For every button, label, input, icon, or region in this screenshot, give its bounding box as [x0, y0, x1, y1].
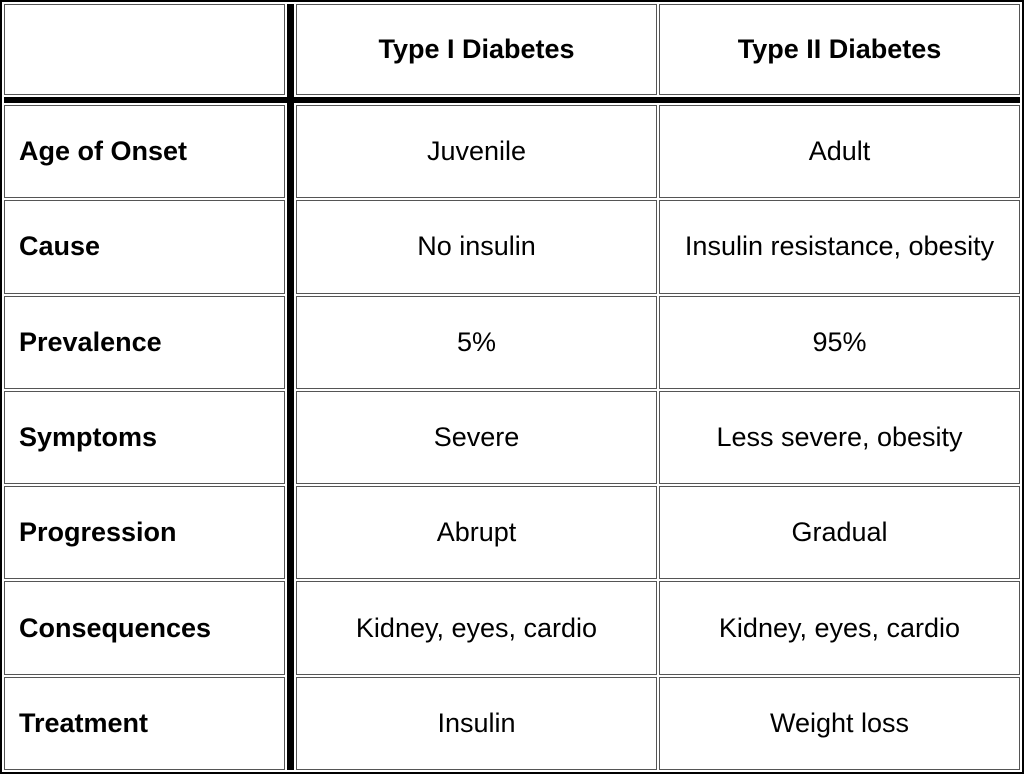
divider-vertical [287, 4, 294, 770]
table-cell: Kidney, eyes, cardio [296, 581, 657, 675]
row-header: Age of Onset [4, 105, 285, 199]
row-header: Consequences [4, 581, 285, 675]
table-cell: Juvenile [296, 105, 657, 199]
table-cell: Adult [659, 105, 1020, 199]
table-cell: 95% [659, 295, 1020, 389]
table-cell: 5% [296, 295, 657, 389]
table-cell: Less severe, obesity [659, 390, 1020, 485]
table-cell: Gradual [659, 486, 1020, 580]
table-cell: Insulin resistance, obesity [659, 200, 1020, 294]
corner-cell [4, 4, 285, 95]
row-header: Cause [4, 200, 285, 294]
table-cell: Abrupt [296, 486, 657, 580]
column-header: Type I Diabetes [296, 4, 657, 95]
table-cell: Insulin [296, 676, 657, 770]
row-header: Treatment [4, 676, 285, 770]
table-cell: Weight loss [659, 676, 1020, 770]
row-header: Progression [4, 486, 285, 580]
divider-horizontal [4, 97, 1020, 103]
table-cell: Severe [296, 390, 657, 485]
row-header: Prevalence [4, 295, 285, 389]
table-cell: No insulin [296, 200, 657, 294]
row-header: Symptoms [4, 390, 285, 485]
column-header: Type II Diabetes [659, 4, 1020, 95]
table-cell: Kidney, eyes, cardio [659, 581, 1020, 675]
